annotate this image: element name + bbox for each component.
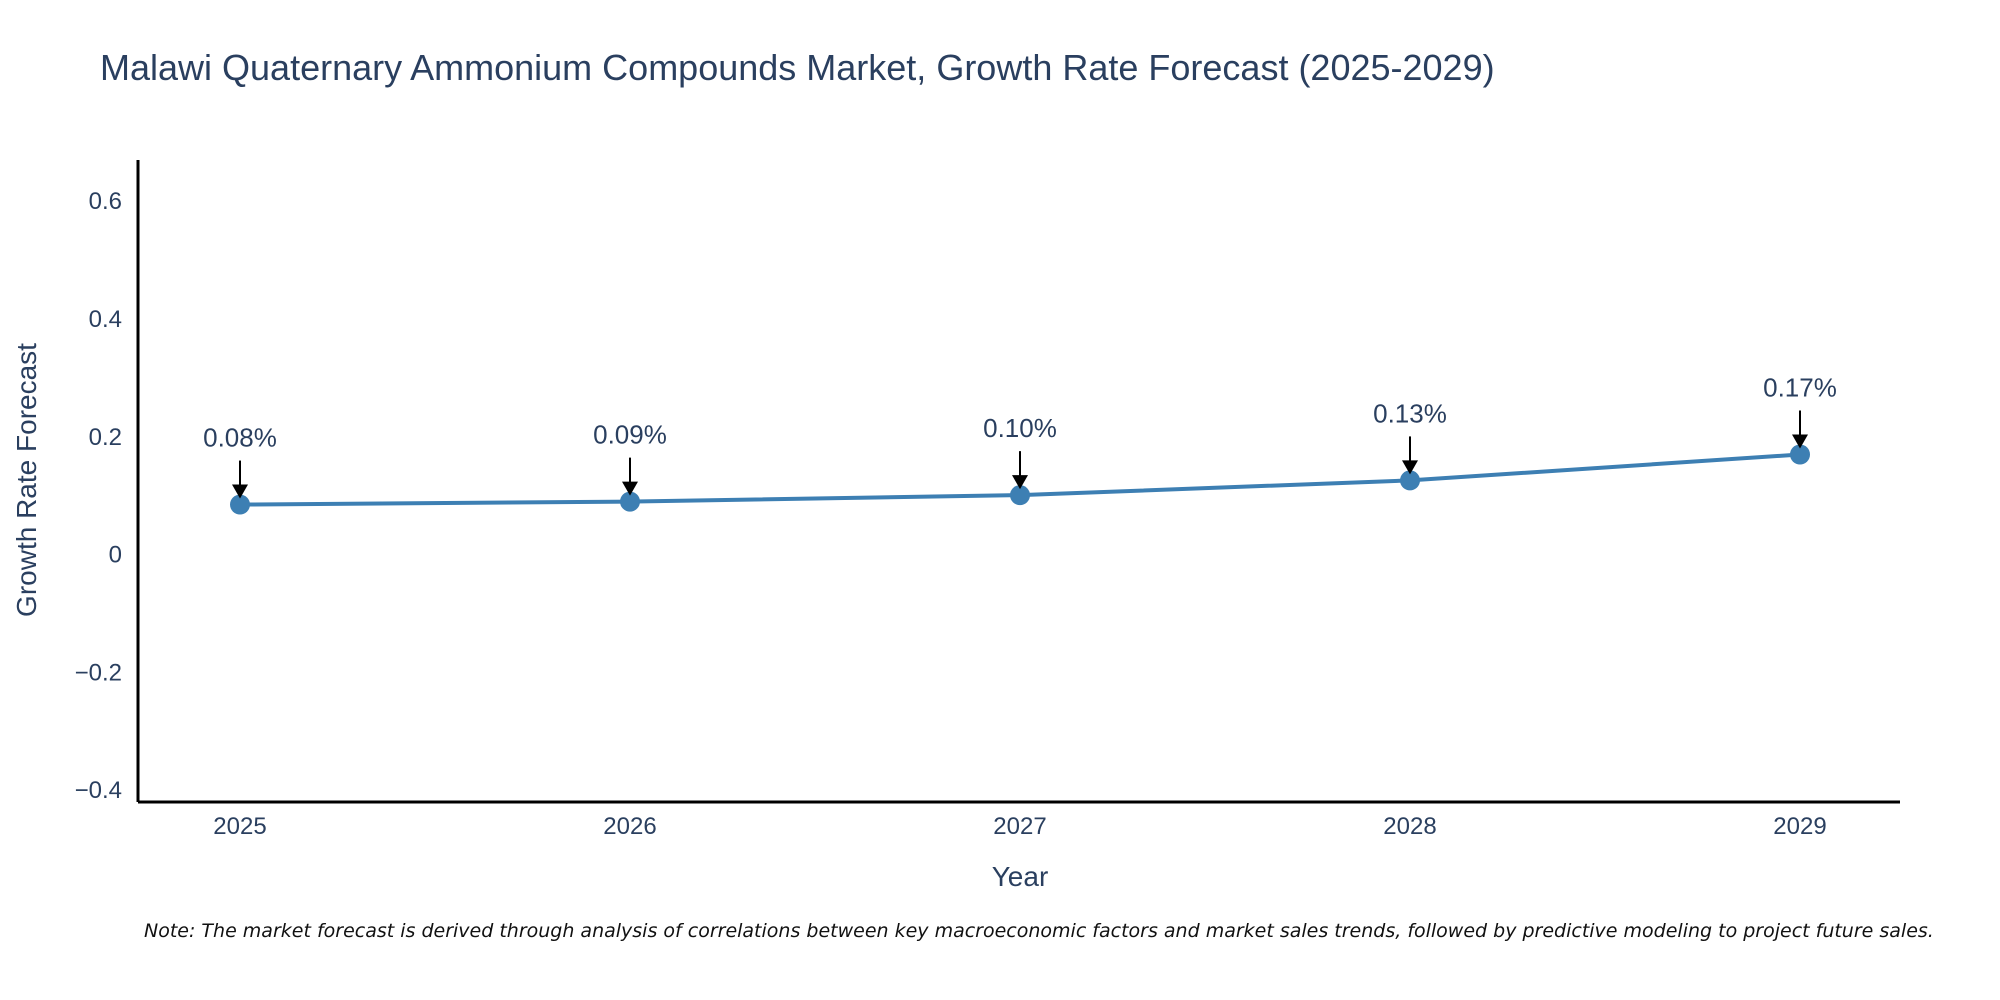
annotation-arrow-head bbox=[622, 481, 638, 496]
annotation-arrow-head bbox=[1792, 434, 1808, 449]
data-label: 0.13% bbox=[1373, 398, 1447, 428]
annotation-arrow-head bbox=[1012, 475, 1028, 490]
data-label: 0.10% bbox=[983, 413, 1057, 443]
series-line-group bbox=[230, 444, 1810, 515]
y-tick-label: 0 bbox=[109, 542, 122, 569]
chart-title: Malawi Quaternary Ammonium Compounds Mar… bbox=[100, 47, 1495, 88]
x-tick-label: 2028 bbox=[1383, 813, 1436, 840]
x-axis-ticks: 2025 2026 2027 2028 2029 bbox=[213, 813, 1826, 840]
x-tick-label: 2029 bbox=[1773, 813, 1826, 840]
y-axis-ticks: 0.6 0.4 0.2 0 −0.2 −0.4 bbox=[75, 188, 122, 804]
y-axis-title: Growth Rate Forecast bbox=[11, 343, 42, 617]
data-label: 0.08% bbox=[203, 423, 277, 453]
data-point bbox=[1790, 444, 1810, 465]
annotation-arrow-head bbox=[1402, 460, 1418, 475]
y-tick-label: −0.2 bbox=[75, 659, 122, 686]
data-point bbox=[230, 494, 250, 515]
data-point bbox=[620, 491, 640, 512]
x-tick-label: 2026 bbox=[603, 813, 656, 840]
data-point bbox=[1010, 485, 1030, 506]
data-label-group: 0.08% 0.09% 0.10% 0.13% 0.17% bbox=[203, 372, 1837, 499]
x-axis-title: Year bbox=[992, 861, 1049, 892]
y-tick-label: 0.6 bbox=[89, 188, 122, 215]
data-label: 0.17% bbox=[1763, 372, 1837, 402]
y-tick-label: 0.4 bbox=[89, 306, 122, 333]
annotation-arrow-head bbox=[232, 484, 248, 499]
x-tick-label: 2027 bbox=[993, 813, 1046, 840]
x-tick-label: 2025 bbox=[213, 813, 266, 840]
footnote: Note: The market forecast is derived thr… bbox=[144, 920, 1934, 942]
data-label: 0.09% bbox=[593, 420, 667, 450]
y-tick-label: −0.4 bbox=[75, 777, 122, 804]
data-point bbox=[1400, 470, 1420, 491]
y-tick-label: 0.2 bbox=[89, 424, 122, 451]
